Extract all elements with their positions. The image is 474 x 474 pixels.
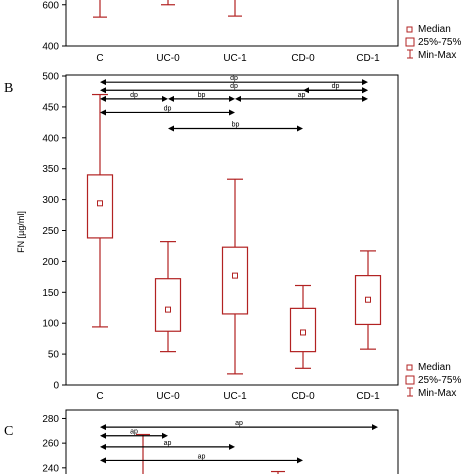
- panel-c-frame: [65, 409, 399, 474]
- panel-b-significance-arrow-head-left: [100, 109, 106, 116]
- panel-b-significance-arrow-head-right: [362, 79, 368, 86]
- panel-b-significance-label: bp: [232, 122, 240, 129]
- panel-a-xtick-label: C: [96, 53, 103, 64]
- panel-c-ytick-label: 280: [42, 414, 59, 425]
- panel-a-legend-median-swatch: [406, 26, 413, 33]
- panel-c-significance-label: ap: [235, 420, 243, 427]
- panel-a-legend-whisker-swatch: [407, 49, 413, 59]
- panel-b-box: [86, 174, 114, 239]
- panel-c-significance-arrow-head-right: [162, 432, 168, 439]
- panel-b-ytick-label: 0: [53, 381, 59, 392]
- panel-b-significance-arrow-head-left: [168, 125, 174, 132]
- panel-b-significance-arrow: [303, 87, 368, 94]
- panel-a-legend-median-label: Median: [418, 24, 451, 35]
- panel-c-significance-arrow-head-left: [100, 457, 106, 464]
- panel-b-legend-whisker-swatch: [407, 387, 413, 397]
- panel-b-ytick-label: 150: [42, 288, 59, 299]
- panel-a-xtick-label: CD-1: [356, 53, 380, 64]
- panel-c-ytick-label: 240: [42, 463, 59, 474]
- panel-a-frame: [65, 0, 399, 47]
- panel-c-significance-arrow: [100, 443, 235, 450]
- panel-b-xtick-label: CD-0: [291, 391, 315, 402]
- panel-b-legend-median-label: Median: [418, 362, 451, 373]
- panel-b-significance-label: dp: [332, 83, 340, 90]
- panel-b-significance-arrow-head-right: [229, 95, 235, 102]
- panel-b-significance-arrow-head-right: [162, 95, 168, 102]
- panel-b-significance-arrow-head-left: [235, 95, 241, 102]
- panel-c-significance-arrow-head-left: [100, 432, 106, 439]
- panel-b-significance-arrow: [100, 109, 235, 116]
- panel-b-legend-whisker-label: Min-Max: [418, 388, 456, 399]
- panel-c-significance-label: ap: [198, 453, 206, 460]
- panel-a-legend-box-swatch: [405, 37, 415, 47]
- panel-b-xtick-label: UC-1: [223, 391, 247, 402]
- panel-c-ytick-label: 260: [42, 439, 59, 450]
- panel-b-significance-arrow-head-left: [303, 87, 309, 94]
- panel-b-legend-box-label: 25%-75%: [418, 375, 461, 386]
- panel-c-significance-label: ap: [164, 440, 172, 447]
- panel-b-significance-label: dp: [164, 105, 172, 112]
- panel-c-significance-arrow-head-right: [229, 443, 235, 450]
- panel-a-legend-whisker-label: Min-Max: [418, 50, 456, 61]
- panel-c-label: C: [4, 424, 13, 439]
- panel-b-significance-label: dp: [130, 92, 138, 99]
- panel-b-median-marker: [300, 329, 306, 336]
- panel-a-xtick-label: UC-1: [223, 53, 247, 64]
- panel-b-box: [154, 278, 182, 332]
- panel-b-median-marker: [232, 272, 238, 279]
- panel-c-significance-arrow-head-right: [372, 424, 378, 431]
- panel-b-significance-label: ap: [298, 92, 306, 99]
- panel-a-ytick-label: 600: [42, 0, 59, 11]
- panel-b-significance-label: dp: [230, 75, 238, 82]
- panel-b-significance-arrow: [100, 95, 168, 102]
- panel-b-median-marker: [165, 306, 171, 313]
- panel-b-box: [354, 275, 382, 326]
- panel-b-legend-median-swatch: [406, 364, 413, 371]
- panel-b-significance-label: bp: [198, 92, 206, 99]
- panel-b-ytick-label: 500: [42, 72, 59, 83]
- panel-b-ytick-label: 400: [42, 133, 59, 144]
- panel-b-xtick-label: C: [96, 391, 103, 402]
- panel-b-legend-box-swatch: [405, 375, 415, 385]
- panel-b-significance-arrow-head-left: [168, 95, 174, 102]
- panel-b-xtick-label: UC-0: [156, 391, 180, 402]
- panel-a-xtick-label: UC-0: [156, 53, 180, 64]
- panel-b-significance-arrow: [168, 95, 235, 102]
- panel-c-significance-label: ap: [130, 429, 138, 436]
- panel-b-significance-arrow: [100, 79, 368, 86]
- panel-b-ytick-label: 350: [42, 164, 59, 175]
- panel-b-box: [221, 246, 249, 315]
- panel-b-significance-arrow-head-right: [297, 125, 303, 132]
- panel-c-significance-arrow-head-left: [100, 443, 106, 450]
- panel-b-ytick-label: 250: [42, 226, 59, 237]
- panel-b-ytick-label: 200: [42, 257, 59, 268]
- panel-c-significance-arrow: [100, 457, 303, 464]
- panel-b-significance-arrow-head-left: [100, 87, 106, 94]
- panel-b-significance-arrow-head-left: [100, 79, 106, 86]
- panel-b-ytick-label: 300: [42, 195, 59, 206]
- panel-a-xtick-label: CD-0: [291, 53, 315, 64]
- panel-b-significance-label: dp: [230, 83, 238, 90]
- panel-b-ylabel: FN [µg/ml]: [16, 211, 26, 253]
- panel-b-ytick-label: 50: [48, 350, 60, 361]
- panel-b-significance-arrow-head-right: [362, 87, 368, 94]
- panel-c-significance-arrow-head-right: [297, 457, 303, 464]
- panel-b-median-marker: [365, 296, 371, 303]
- panel-b-significance-arrow: [235, 95, 368, 102]
- panel-b-median-marker: [97, 200, 103, 207]
- panel-b-ytick-label: 100: [42, 319, 59, 330]
- panel-a-ytick-label: 400: [42, 42, 59, 53]
- panel-b-significance-arrow-head-right: [362, 95, 368, 102]
- panel-c-significance-arrow-head-left: [100, 424, 106, 431]
- panel-b-xtick-label: CD-1: [356, 391, 380, 402]
- panel-b-significance-arrow-head-left: [100, 95, 106, 102]
- panel-a-legend-box-label: 25%-75%: [418, 37, 461, 48]
- panel-c-significance-arrow: [100, 432, 168, 439]
- panel-b-significance-arrow: [168, 125, 303, 132]
- panel-c-significance-arrow: [100, 424, 378, 431]
- panel-b-significance-arrow-head-right: [229, 109, 235, 116]
- panel-b-label: B: [4, 81, 13, 96]
- panel-b-ytick-label: 450: [42, 102, 59, 113]
